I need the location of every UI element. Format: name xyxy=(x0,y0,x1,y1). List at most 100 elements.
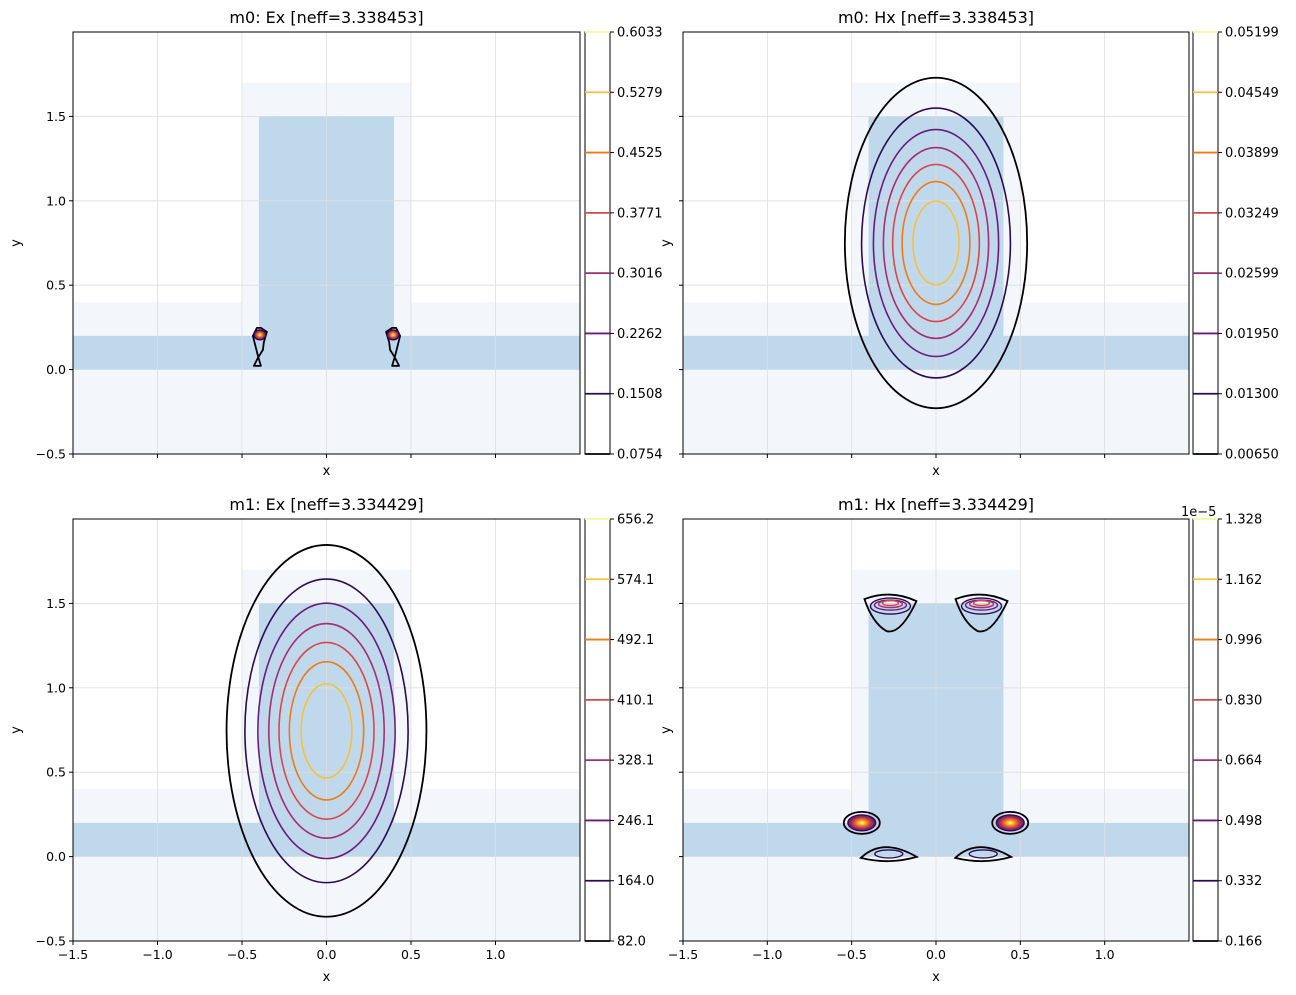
colorbar-tick-label: 0.830 xyxy=(1225,693,1262,708)
contour-level-2 xyxy=(244,578,409,884)
colorbar-tick-label: 164.0 xyxy=(617,874,654,889)
contour-level-1 xyxy=(863,593,918,633)
y-tick-label: 1.0 xyxy=(46,680,66,695)
panel-title: m0: Ex [neff=3.338453] xyxy=(229,8,423,27)
contour-level-1 xyxy=(843,76,1029,410)
x-tick-label: 1.0 xyxy=(486,947,506,962)
x-tick-label: −1.0 xyxy=(142,947,172,962)
colorbar-frame xyxy=(584,518,611,942)
contour-level-5 xyxy=(972,599,991,607)
x-axis-label: x xyxy=(932,464,940,479)
plot-area xyxy=(73,32,580,454)
colorbar-tick-label: 0.5279 xyxy=(617,86,663,101)
contour-level-1 xyxy=(954,593,1009,633)
colorbar-frame xyxy=(1192,518,1219,942)
hotspot xyxy=(995,814,1025,832)
colorbar-tick-label: 0.04549 xyxy=(1225,86,1279,101)
contour-level-4 xyxy=(882,146,990,340)
contour-level-2 xyxy=(869,597,912,615)
panel-title: m0: Hx [neff=3.338453] xyxy=(838,8,1034,27)
contour-level-6 xyxy=(901,180,971,306)
colorbar-tick-label: 0.3016 xyxy=(617,267,663,282)
contour-level-1 xyxy=(858,846,920,863)
y-tick-label: 0.0 xyxy=(46,362,66,377)
colorbar-tick-label: 1.162 xyxy=(1225,573,1262,588)
x-tick-label: 0.0 xyxy=(317,947,337,962)
x-tick-label: −1.5 xyxy=(58,947,88,962)
colorbar-tick-label: 328.1 xyxy=(617,754,654,769)
colorbar-tick-label: 0.996 xyxy=(1225,633,1262,648)
contour-level-2 xyxy=(968,849,998,859)
plot-panel-0: m0: Ex [neff=3.338453] −0.5 0.0 0.5 1.0 1.5 x y… xyxy=(9,8,663,479)
colorbar-tick-label: 0.02599 xyxy=(1225,267,1279,282)
colorbar-tick-label: 0.498 xyxy=(1225,814,1262,829)
x-axis-label: x xyxy=(932,970,940,985)
colorbar-tick-label: 656.2 xyxy=(617,513,654,528)
y-axis-label: y xyxy=(659,726,674,734)
hotspot xyxy=(253,329,267,341)
colorbar-tick-label: 0.2262 xyxy=(617,327,663,342)
contour-level-1 xyxy=(991,810,1030,835)
colorbar-tick-label: 0.05199 xyxy=(1225,26,1279,41)
contour-level-1 xyxy=(225,544,428,918)
contour-level-3 xyxy=(872,128,1000,358)
x-tick-label: −1.0 xyxy=(752,947,782,962)
contour-level-1 xyxy=(953,846,1014,863)
contour-level-7 xyxy=(300,682,353,779)
contour-level-4 xyxy=(267,622,386,839)
colorbar-tick-label: 0.4525 xyxy=(617,146,663,161)
contour-level-1 xyxy=(842,810,881,835)
colorbar-tick-label: 0.0754 xyxy=(617,448,663,463)
y-axis-label: y xyxy=(9,239,24,247)
colorbar-tick-label: 0.3771 xyxy=(617,206,663,221)
colorbar-frame xyxy=(1192,31,1219,455)
contour-level-7 xyxy=(912,200,960,286)
colorbar-tick-label: 0.1508 xyxy=(617,387,663,402)
hotspot xyxy=(386,329,400,341)
colorbar-tick-label: 246.1 xyxy=(617,814,654,829)
contour-level-2 xyxy=(860,107,1012,379)
hotspot xyxy=(847,814,877,832)
colorbar-tick-label: 492.1 xyxy=(617,633,654,648)
contour-level-2 xyxy=(960,597,1003,615)
colorbar-tick-label: 0.01300 xyxy=(1225,387,1279,402)
colorbar: 0.00650 0.01300 0.01950 0.02599 0.03249 0.038… xyxy=(1192,26,1279,463)
x-tick-label: 0.5 xyxy=(401,947,421,962)
colorbar-tick-label: 410.1 xyxy=(617,693,654,708)
y-tick-label: 0.5 xyxy=(46,765,66,780)
plot-area xyxy=(683,519,1189,941)
plot-area xyxy=(683,32,1189,454)
colorbar-offset-text: 1e−5 xyxy=(1181,505,1216,520)
y-axis-label: y xyxy=(9,726,24,734)
plot-panel-1: m0: Hx [neff=3.338453]xy0.006500.013000.… xyxy=(659,8,1279,479)
x-tick-label: −0.5 xyxy=(227,947,257,962)
panel-title: m1: Hx [neff=3.334429] xyxy=(838,495,1034,514)
colorbar-tick-label: 0.664 xyxy=(1225,754,1262,769)
colorbar-tick-label: 574.1 xyxy=(617,573,654,588)
colorbar-tick-label: 0.6033 xyxy=(617,26,663,41)
plot-area xyxy=(73,519,580,941)
x-tick-label: 1.0 xyxy=(1095,947,1115,962)
y-tick-label: −0.5 xyxy=(36,447,66,462)
y-tick-label: 1.5 xyxy=(46,596,66,611)
y-axis-label: y xyxy=(659,239,674,247)
contour-level-5 xyxy=(881,599,900,607)
plot-panel-2: m1: Ex [neff=3.334429] −1.5 −1.0 −0.5 0.0 0.5… xyxy=(9,495,654,985)
contour-level-5 xyxy=(891,163,981,323)
x-tick-label: 0.5 xyxy=(1010,947,1030,962)
colorbar-tick-label: 0.01950 xyxy=(1225,327,1279,342)
contour-level-5 xyxy=(278,641,375,821)
colorbar-tick-label: 82.0 xyxy=(617,935,646,950)
x-tick-label: 0.0 xyxy=(926,947,946,962)
colorbar-tick-label: 1.328 xyxy=(1225,513,1262,528)
plot-panel-3: m1: Hx [neff=3.334429] −1.5 −1.0 −0.5 0.0 0.5… xyxy=(659,495,1262,985)
colorbar-tick-label: 0.03249 xyxy=(1225,206,1279,221)
colorbar: 0.166 0.332 0.498 0.664 0.830 0.996 1.162 1.328… xyxy=(1181,505,1262,950)
colorbar-tick-label: 0.166 xyxy=(1225,935,1262,950)
colorbar-tick-label: 0.332 xyxy=(1225,874,1262,889)
x-axis-label: x xyxy=(323,464,331,479)
x-tick-label: −0.5 xyxy=(836,947,866,962)
x-axis-label: x xyxy=(323,970,331,985)
contour-level-6 xyxy=(288,660,365,801)
